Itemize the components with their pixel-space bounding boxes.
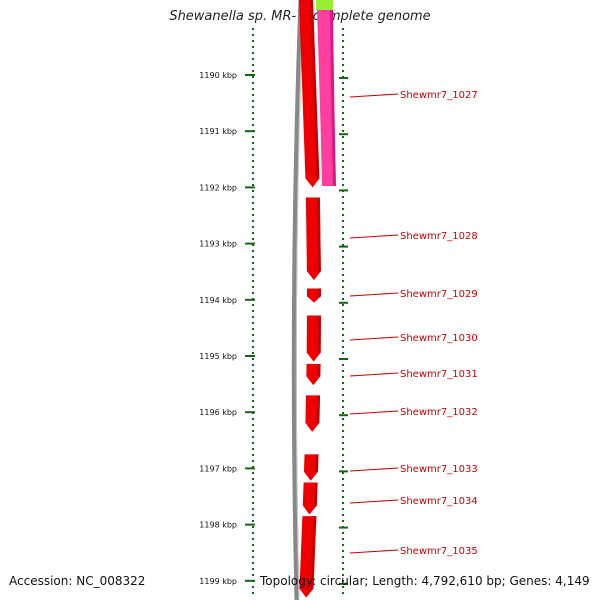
gene-arrow: [303, 454, 319, 481]
feature-green: [316, 0, 333, 10]
gene-label-leader: [349, 292, 399, 297]
gene-arrow: [306, 288, 321, 303]
gene-arrow-shade: [316, 395, 321, 423]
gene-arrow: [306, 315, 321, 362]
gene-label: Shewmr7_1028: [400, 231, 478, 242]
tick-label: 1191 kbp: [199, 127, 237, 136]
gene-label-leader: [349, 372, 399, 377]
gene-label: Shewmr7_1029: [400, 289, 478, 300]
topology-text: Topology: circular; Length: 4,792,610 bp…: [260, 574, 590, 588]
gene-arrow-shade: [317, 315, 321, 353]
tick-label: 1192 kbp: [199, 183, 237, 192]
gene-labels: Shewmr7_1027 Shewmr7_1028 Shewmr7_1029 Shew…: [349, 90, 478, 557]
gene-label-leader: [349, 467, 399, 472]
gene-label: Shewmr7_1032: [400, 407, 478, 418]
tick-label: 1196 kbp: [199, 408, 237, 417]
gene-arrow-shade: [317, 288, 321, 297]
gene-arrow-shade: [316, 197, 321, 272]
gene-arrow-shade: [317, 363, 321, 377]
tick-label: 1198 kbp: [199, 521, 237, 530]
gene-arrow-shade: [314, 454, 319, 472]
gene-label-leader: [349, 499, 399, 504]
gene-label: Shewmr7_1027: [400, 90, 478, 101]
gene-label: Shewmr7_1034: [400, 496, 478, 507]
gene-arrow: [305, 395, 321, 432]
gene-arrow: [302, 482, 318, 515]
genome-backbone: [291, 0, 304, 600]
gene-arrow-shade: [310, 0, 320, 179]
tick-label: 1194 kbp: [199, 296, 237, 305]
gene-label-leader: [349, 410, 399, 415]
gene-label-leader: [349, 234, 399, 239]
gene-label-leader: [349, 336, 399, 341]
gene-arrow-shade: [313, 482, 318, 506]
tick-label: 1199 kbp: [199, 577, 237, 586]
gene-label: Shewmr7_1035: [400, 546, 478, 557]
gene-track: [299, 0, 321, 598]
tick-label: 1197 kbp: [199, 464, 237, 473]
gene-arrow-shade: [310, 516, 317, 589]
gene-arrow: [305, 197, 321, 281]
gene-label: Shewmr7_1031: [400, 369, 478, 380]
gene-label-leader: [349, 549, 399, 554]
gene-label: Shewmr7_1030: [400, 333, 478, 344]
tick-label: 1195 kbp: [199, 352, 237, 361]
tick-label: 1193 kbp: [199, 240, 237, 249]
feature-tracks: [291, 0, 336, 600]
feature-pink-shade: [330, 10, 336, 186]
gene-label-leader: [349, 93, 399, 98]
tick-label: 1190 kbp: [199, 71, 237, 80]
genome-backbone-highlight: [295, 0, 304, 600]
kbp-ruler: 1190 kbp 1191 kbp 1192 kbp 1193 kbp 1194 kbp…: [199, 28, 348, 598]
gene-label: Shewmr7_1033: [400, 464, 478, 475]
gene-arrow: [306, 363, 321, 386]
accession-text: Accession: NC_008322: [9, 574, 146, 588]
